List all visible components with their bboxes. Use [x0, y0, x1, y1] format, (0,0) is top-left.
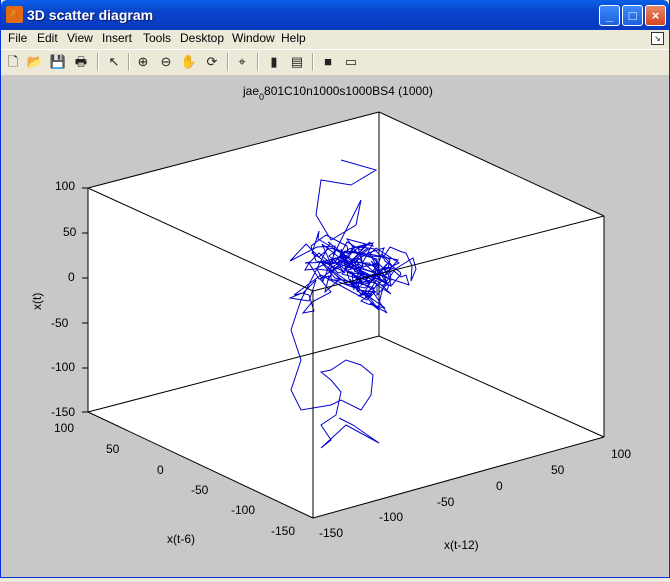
close-button[interactable]: ×	[645, 5, 666, 26]
menu-desktop[interactable]: Desktop	[180, 31, 225, 45]
matlab-icon	[6, 6, 23, 23]
hide-plot-tools-icon[interactable]: ■	[324, 54, 332, 69]
y-tick-label: -100	[379, 510, 403, 524]
menu-view[interactable]: View	[67, 31, 93, 45]
x-tick-label: -100	[231, 503, 255, 517]
dock-arrow-icon[interactable]: ↘	[651, 32, 664, 45]
zoom-in-icon[interactable]: ⊕	[137, 54, 149, 69]
z-tick-label: -150	[51, 405, 75, 419]
data-cursor-icon[interactable]: ⌖	[238, 54, 246, 69]
axes-box	[87, 112, 605, 438]
menu-bar: File Edit View Insert Tools Desktop Wind…	[1, 30, 669, 48]
new-file-icon[interactable]: 🗋	[7, 54, 19, 69]
select-arrow-icon[interactable]: ↖	[108, 54, 120, 69]
x-tick-label: 100	[54, 421, 74, 435]
menu-file[interactable]: File	[8, 31, 28, 45]
scatter-3d-axes[interactable]: jae0801C10n1000s1000BS4 (1000) 100 50 0 …	[1, 75, 669, 577]
save-icon[interactable]: 💾	[49, 54, 67, 69]
y-tick-label: -150	[319, 526, 343, 540]
zoom-out-icon[interactable]: ⊖	[160, 54, 172, 69]
x-tick-label: -50	[191, 483, 209, 497]
y-tick-label: 50	[551, 463, 565, 477]
rotate-3d-icon[interactable]: ⟳	[206, 54, 218, 69]
pan-icon[interactable]: ✋	[180, 54, 198, 69]
menu-tools[interactable]: Tools	[143, 31, 172, 45]
maximize-button[interactable]: □	[622, 5, 643, 26]
menu-help[interactable]: Help	[281, 31, 306, 45]
x-tick-label: 0	[157, 463, 164, 477]
menu-insert[interactable]: Insert	[102, 31, 133, 45]
print-icon[interactable]: 🖶	[74, 54, 88, 69]
z-tick-label: -100	[51, 360, 75, 374]
figure-toolbar: 🗋 📂 💾 🖶 ↖ ⊕ ⊖ ✋ ⟳ ⌖ ▮ ▤ ■ ▭	[1, 49, 669, 76]
legend-icon[interactable]: ▤	[290, 54, 304, 69]
menu-window[interactable]: Window	[232, 31, 275, 45]
chart-title: jae0801C10n1000s1000BS4 (1000)	[242, 84, 433, 102]
x-tick-label: 50	[106, 442, 120, 456]
z-tick-label: 50	[63, 225, 77, 239]
z-axis-label: x(t)	[30, 293, 44, 310]
y-tick-label: 100	[611, 447, 631, 461]
show-plot-tools-icon[interactable]: ▭	[344, 54, 358, 69]
menu-edit[interactable]: Edit	[37, 31, 58, 45]
y-tick-label: -50	[437, 495, 455, 509]
trajectory-series-line	[288, 159, 417, 449]
x-axis-label: x(t-6)	[167, 532, 195, 546]
z-tick-label: 100	[55, 179, 75, 193]
window-title: 3D scatter diagram	[27, 7, 154, 23]
y-axis-label: x(t-12)	[444, 538, 479, 552]
title-bar[interactable]: 3D scatter diagram _ □ ×	[1, 0, 669, 30]
open-folder-icon[interactable]: 📂	[26, 54, 44, 69]
z-tick-label: 0	[68, 270, 75, 284]
colorbar-icon[interactable]: ▮	[270, 54, 278, 69]
y-tick-label: 0	[496, 479, 503, 493]
minimize-button[interactable]: _	[599, 5, 620, 26]
figure-canvas: jae0801C10n1000s1000BS4 (1000) 100 50 0 …	[1, 75, 669, 577]
x-tick-label: -150	[271, 524, 295, 538]
z-tick-label: -50	[51, 316, 69, 330]
